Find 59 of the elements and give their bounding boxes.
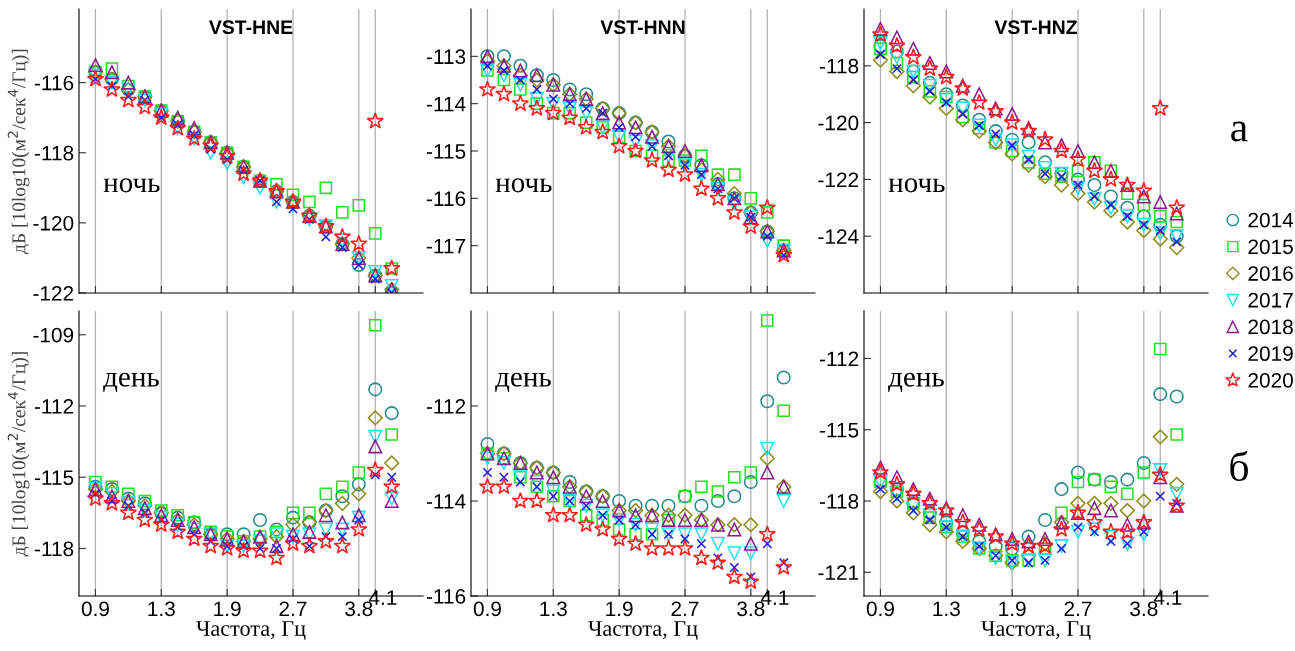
x-tick-label: 2.7: [671, 601, 699, 616]
x-tick-label: 1.3: [148, 601, 175, 617]
annotation: ночь: [495, 178, 552, 193]
legend-label: 2015: [1248, 239, 1293, 255]
chart-title: VST-HNN: [600, 20, 685, 35]
x-tick-label: 0.9: [81, 601, 109, 617]
y-tick-label: -118: [34, 145, 74, 161]
chart-title: VST-HNZ: [994, 20, 1078, 35]
y-tick-label: -118: [819, 58, 859, 74]
x-axis-title: Частота, Гц: [588, 621, 698, 640]
x-tick-label: 1.9: [606, 601, 633, 617]
legend-label: 2016: [1248, 266, 1293, 281]
x-tick-label: 2.7: [1064, 601, 1092, 616]
y-tick-label: -113: [426, 49, 466, 65]
y-tick-label: -120: [818, 115, 859, 131]
annotation: ночь: [888, 178, 945, 193]
x-tick-label: 1.9: [214, 601, 241, 617]
y-tick-label: -121: [818, 565, 859, 580]
y-tick-label: -115: [34, 470, 74, 485]
annotation: ночь: [103, 178, 160, 193]
legend-label: 2017: [1248, 292, 1293, 308]
y-tick-label: -109: [33, 327, 74, 343]
x-axis-title: Частота, Гц: [196, 621, 306, 640]
y-tick-label: -120: [33, 215, 74, 231]
y-tick-label: -117: [426, 238, 466, 254]
y-tick-label: -116: [426, 191, 466, 207]
text: а: [1231, 121, 1248, 142]
y-tick-label: -118: [819, 494, 859, 509]
annotation: день: [888, 372, 944, 393]
x-tick-label: 2.7: [279, 601, 307, 616]
x-tick-label: 0.9: [866, 601, 894, 617]
y-tick-label: -118: [34, 541, 74, 557]
legend-label: 2020: [1248, 372, 1293, 388]
legend-label: 2019: [1248, 346, 1293, 362]
y-tick-label: -116: [34, 75, 74, 91]
y-tick-label: -124: [818, 229, 859, 244]
y-tick-label: -112: [426, 399, 466, 414]
x-tick-label: 1.3: [933, 601, 960, 617]
annotation: день: [103, 372, 159, 393]
legend-label: 2014: [1248, 212, 1294, 228]
y-tick-label: -122: [33, 286, 74, 301]
y-tick-label: -114: [426, 96, 466, 112]
y-tick-label: -115: [426, 144, 466, 159]
y-tick-label: -112: [819, 351, 859, 367]
x-axis-title: Частота, Гц: [981, 621, 1091, 640]
annotation: день: [495, 372, 551, 393]
y-axis-title: дБ [10log10(м$^{2}$/сек$^{4}$/Гц)]: [7, 352, 30, 557]
x-tick-label: 1.9: [999, 601, 1026, 617]
y-tick-label: -115: [819, 422, 859, 438]
chart-title: VST-HNE: [209, 20, 293, 35]
y-tick-label: -116: [426, 589, 466, 604]
legend-label: 2018: [1248, 319, 1293, 335]
y-tick-label: -114: [426, 494, 466, 509]
y-tick-label: -122: [818, 172, 859, 187]
x-tick-label: 1.3: [540, 601, 567, 617]
y-tick-label: -112: [34, 399, 74, 414]
y-axis-title: дБ [10log10(м$^{2}$/сек$^{4}$/Гц)]: [7, 49, 30, 254]
text: б: [1230, 450, 1248, 482]
x-tick-label: 0.9: [473, 601, 501, 617]
